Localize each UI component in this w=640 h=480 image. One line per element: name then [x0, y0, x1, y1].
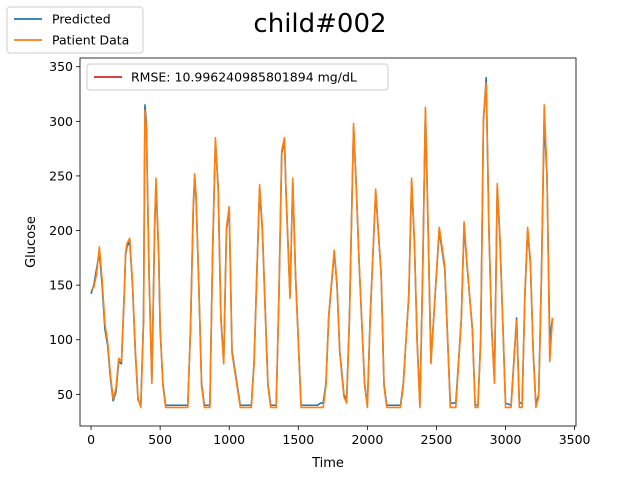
y-tick-label: 250: [49, 168, 73, 183]
x-tick-label: 2500: [421, 432, 453, 447]
series-line-patient-data: [90, 82, 554, 409]
y-tick-label: 100: [49, 332, 73, 347]
legend-rmse-label: RMSE: 10.996240985801894 mg/dL: [131, 70, 357, 85]
y-tick-label: 200: [49, 223, 73, 238]
legend-patient-label: Patient Data: [52, 33, 129, 48]
y-axis-label: Glucose: [24, 216, 39, 268]
x-tick-label: 3000: [490, 432, 522, 447]
x-axis-label: Time: [311, 456, 344, 471]
y-tick-label: 150: [49, 278, 73, 293]
legend-rmse: RMSE: 10.996240985801894 mg/dL: [86, 63, 389, 91]
legend-main: Predicted Patient Data: [6, 6, 144, 54]
x-tick-label: 1500: [282, 432, 314, 447]
plot-area: 0 500 1000 1500 2000 2500 3000 3500 50 100 150 200…: [49, 57, 591, 447]
x-tick-label: 3500: [559, 432, 591, 447]
x-tick-label: 2000: [351, 432, 383, 447]
x-tick-label: 1000: [213, 432, 245, 447]
x-tick-label: 500: [148, 432, 172, 447]
axes-frame: [79, 57, 577, 427]
figure-title: child#002: [253, 9, 386, 39]
y-tick-label: 350: [49, 59, 73, 74]
y-tick-label: 300: [49, 114, 73, 129]
legend-predicted-label: Predicted: [52, 12, 111, 27]
x-tick-label: 0: [87, 432, 95, 447]
y-tick-label: 50: [57, 387, 73, 402]
